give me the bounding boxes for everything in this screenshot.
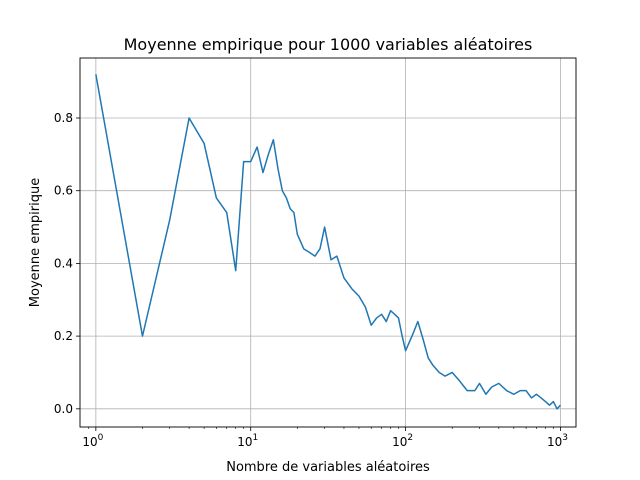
x-tick-label: 100: [82, 433, 103, 449]
axis-ticks: 100 101 102 103 0.0 0.2 0.4 0.6 0.8: [54, 111, 568, 449]
x-tick-label: 101: [237, 433, 258, 449]
y-tick-label: 0.8: [54, 111, 73, 125]
x-axis-label: Nombre de variables aléatoires: [226, 460, 430, 475]
x-tick-label: 103: [547, 433, 568, 449]
series-line: [95, 74, 562, 410]
y-axis-label: Moyenne empirique: [28, 178, 43, 307]
grid-lines: [80, 58, 576, 427]
y-tick-label: 0.6: [54, 184, 73, 198]
y-tick-label: 0.2: [54, 329, 73, 343]
y-tick-label: 0.0: [54, 402, 73, 416]
chart-title: Moyenne empirique pour 1000 variables al…: [124, 35, 533, 54]
x-tick-label: 102: [392, 433, 413, 449]
y-tick-label: 0.4: [54, 256, 73, 270]
plot-frame: [79, 57, 577, 428]
